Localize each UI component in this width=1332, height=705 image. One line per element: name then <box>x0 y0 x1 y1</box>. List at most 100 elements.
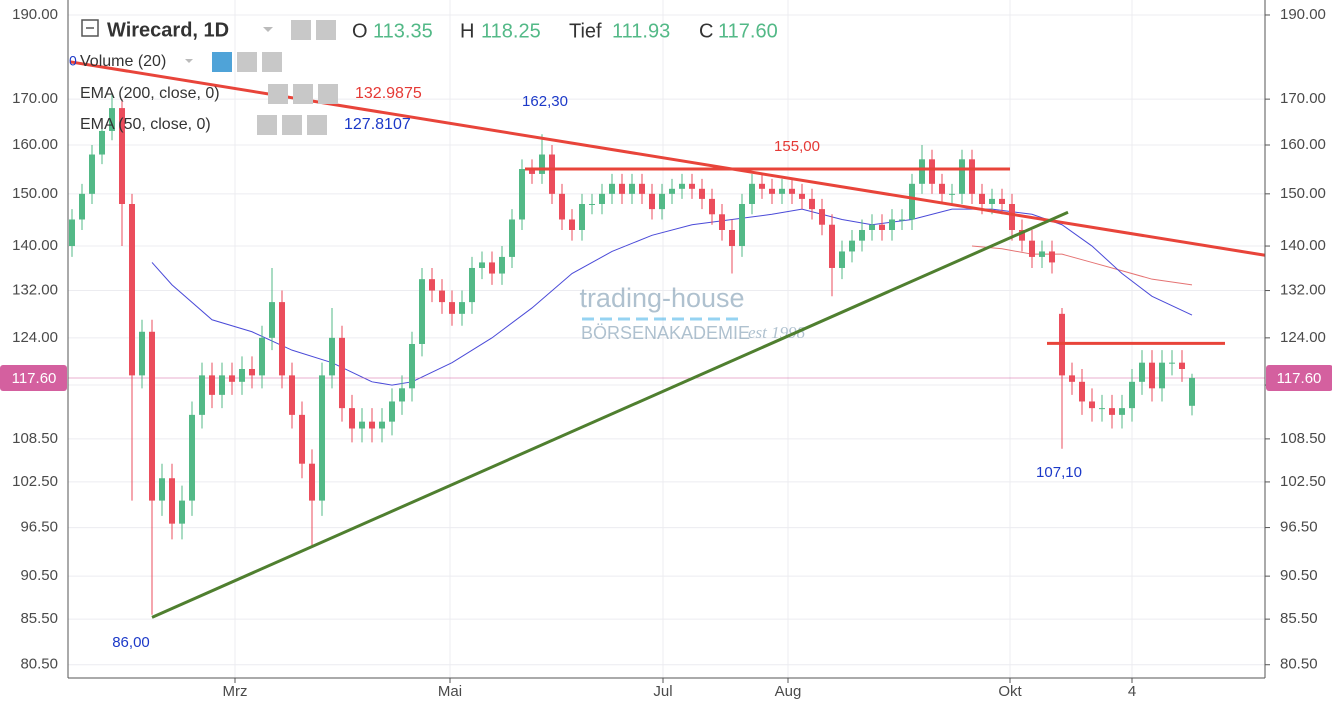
candle-body <box>439 290 445 303</box>
annotations: 0 162,30 155,00 86,00 107,10 <box>69 53 1082 651</box>
settings-icon[interactable] <box>293 84 313 104</box>
candle-body <box>409 343 415 389</box>
x-tick-label: Mrz <box>223 683 248 700</box>
candle-body <box>619 183 625 194</box>
y-tick-label: 108.50 <box>12 430 58 447</box>
ema-line <box>971 245 1193 286</box>
eye-icon[interactable] <box>268 84 288 104</box>
candle-body <box>1159 362 1165 389</box>
candle-body <box>1099 408 1105 410</box>
symbol-title: Wirecard, 1D <box>107 19 229 41</box>
candle-body <box>659 193 665 210</box>
candle-body <box>489 262 495 274</box>
ema-legend: EMA (200, close, 0) <box>80 85 220 102</box>
candle-body <box>589 203 595 205</box>
candle-body <box>99 130 105 155</box>
y-tick-label: 140.00 <box>12 237 58 254</box>
candle-body <box>799 193 805 199</box>
watermark-sub: BÖRSENAKADEMIE <box>581 323 750 343</box>
candle-body <box>689 183 695 189</box>
y-tick-label: 124.00 <box>1280 329 1326 346</box>
y-tick-label: 170.00 <box>1280 90 1326 107</box>
candle-body <box>499 256 505 274</box>
close-icon[interactable] <box>307 115 327 135</box>
eye-icon[interactable] <box>291 20 311 40</box>
ohlc-value: 117.60 <box>718 20 778 42</box>
y-tick-label: 80.50 <box>20 656 58 673</box>
x-tick-label: Mai <box>438 683 462 700</box>
candle-body <box>449 302 455 314</box>
candle-body <box>199 375 205 415</box>
candle-body <box>639 183 645 194</box>
candle-body <box>1079 381 1085 402</box>
candle-body <box>749 183 755 204</box>
eye-icon[interactable] <box>212 52 232 72</box>
y-tick-label: 102.50 <box>12 473 58 490</box>
candle-body <box>359 421 365 429</box>
annotation: 155,00 <box>774 138 820 155</box>
candle-body <box>309 463 315 501</box>
candle-body <box>339 337 345 409</box>
last-price-badge <box>0 364 67 391</box>
ohlc-value: 111.93 <box>612 20 670 42</box>
candle-body <box>1129 381 1135 409</box>
candle-body <box>389 401 395 422</box>
candle-body <box>669 188 675 194</box>
candle-body <box>739 203 745 247</box>
watermark-est: est 1998 <box>748 323 806 342</box>
candle-body <box>369 421 375 429</box>
candle-body <box>399 388 405 402</box>
candle-body <box>259 337 265 376</box>
candle-body <box>1149 362 1155 389</box>
dropdown[interactable] <box>263 27 273 32</box>
close-icon[interactable] <box>318 84 338 104</box>
candle-body <box>979 193 985 204</box>
candle-body <box>599 193 605 204</box>
candle-body <box>899 219 905 221</box>
candle-body <box>229 375 235 382</box>
candle-body <box>269 302 275 338</box>
y-tick-label: 85.50 <box>1280 610 1318 627</box>
y-tick-label: 90.50 <box>1280 567 1318 584</box>
candle-body <box>539 154 545 174</box>
y-tick-label: 170.00 <box>12 90 58 107</box>
trend-line <box>69 60 1266 257</box>
candle-body <box>249 368 255 376</box>
candle-body <box>679 183 685 189</box>
settings-icon[interactable] <box>316 20 336 40</box>
close-icon[interactable] <box>262 52 282 72</box>
candle-body <box>209 375 215 395</box>
header: Wirecard, 1D O 113.35 H 118.25 Tief 111.… <box>80 19 778 135</box>
candle-body <box>939 183 945 194</box>
candle-body <box>629 183 635 194</box>
candle-body <box>559 193 565 220</box>
collapse-icon[interactable] <box>81 19 99 37</box>
candle-body <box>479 262 485 268</box>
candle-body <box>829 224 835 268</box>
y-tick-label: 90.50 <box>20 567 58 584</box>
candle-body <box>779 188 785 194</box>
candle-body <box>139 331 145 376</box>
ema-line <box>151 208 1193 386</box>
settings-icon[interactable] <box>237 52 257 72</box>
candle-body <box>379 421 385 429</box>
candle-body <box>849 240 855 252</box>
eye-icon[interactable] <box>257 115 277 135</box>
y-tick-label: 102.50 <box>1280 473 1326 490</box>
candle-body <box>289 375 295 415</box>
candle-body <box>419 279 425 344</box>
settings-icon[interactable] <box>282 115 302 135</box>
dropdown[interactable] <box>185 59 193 63</box>
y-tick-label: 150.00 <box>12 185 58 202</box>
y-tick-label: 108.50 <box>1280 430 1326 447</box>
candle-body <box>329 337 335 376</box>
candle-body <box>459 302 465 314</box>
y-tick-label: 190.00 <box>1280 6 1326 23</box>
y-tick-label: 140.00 <box>1280 237 1326 254</box>
candle-body <box>189 414 195 501</box>
watermark-title: trading-house <box>579 283 744 313</box>
candle-body <box>119 108 125 204</box>
candle-body <box>519 169 525 220</box>
y-tick-label: 96.50 <box>20 519 58 536</box>
candle-body <box>469 267 475 303</box>
